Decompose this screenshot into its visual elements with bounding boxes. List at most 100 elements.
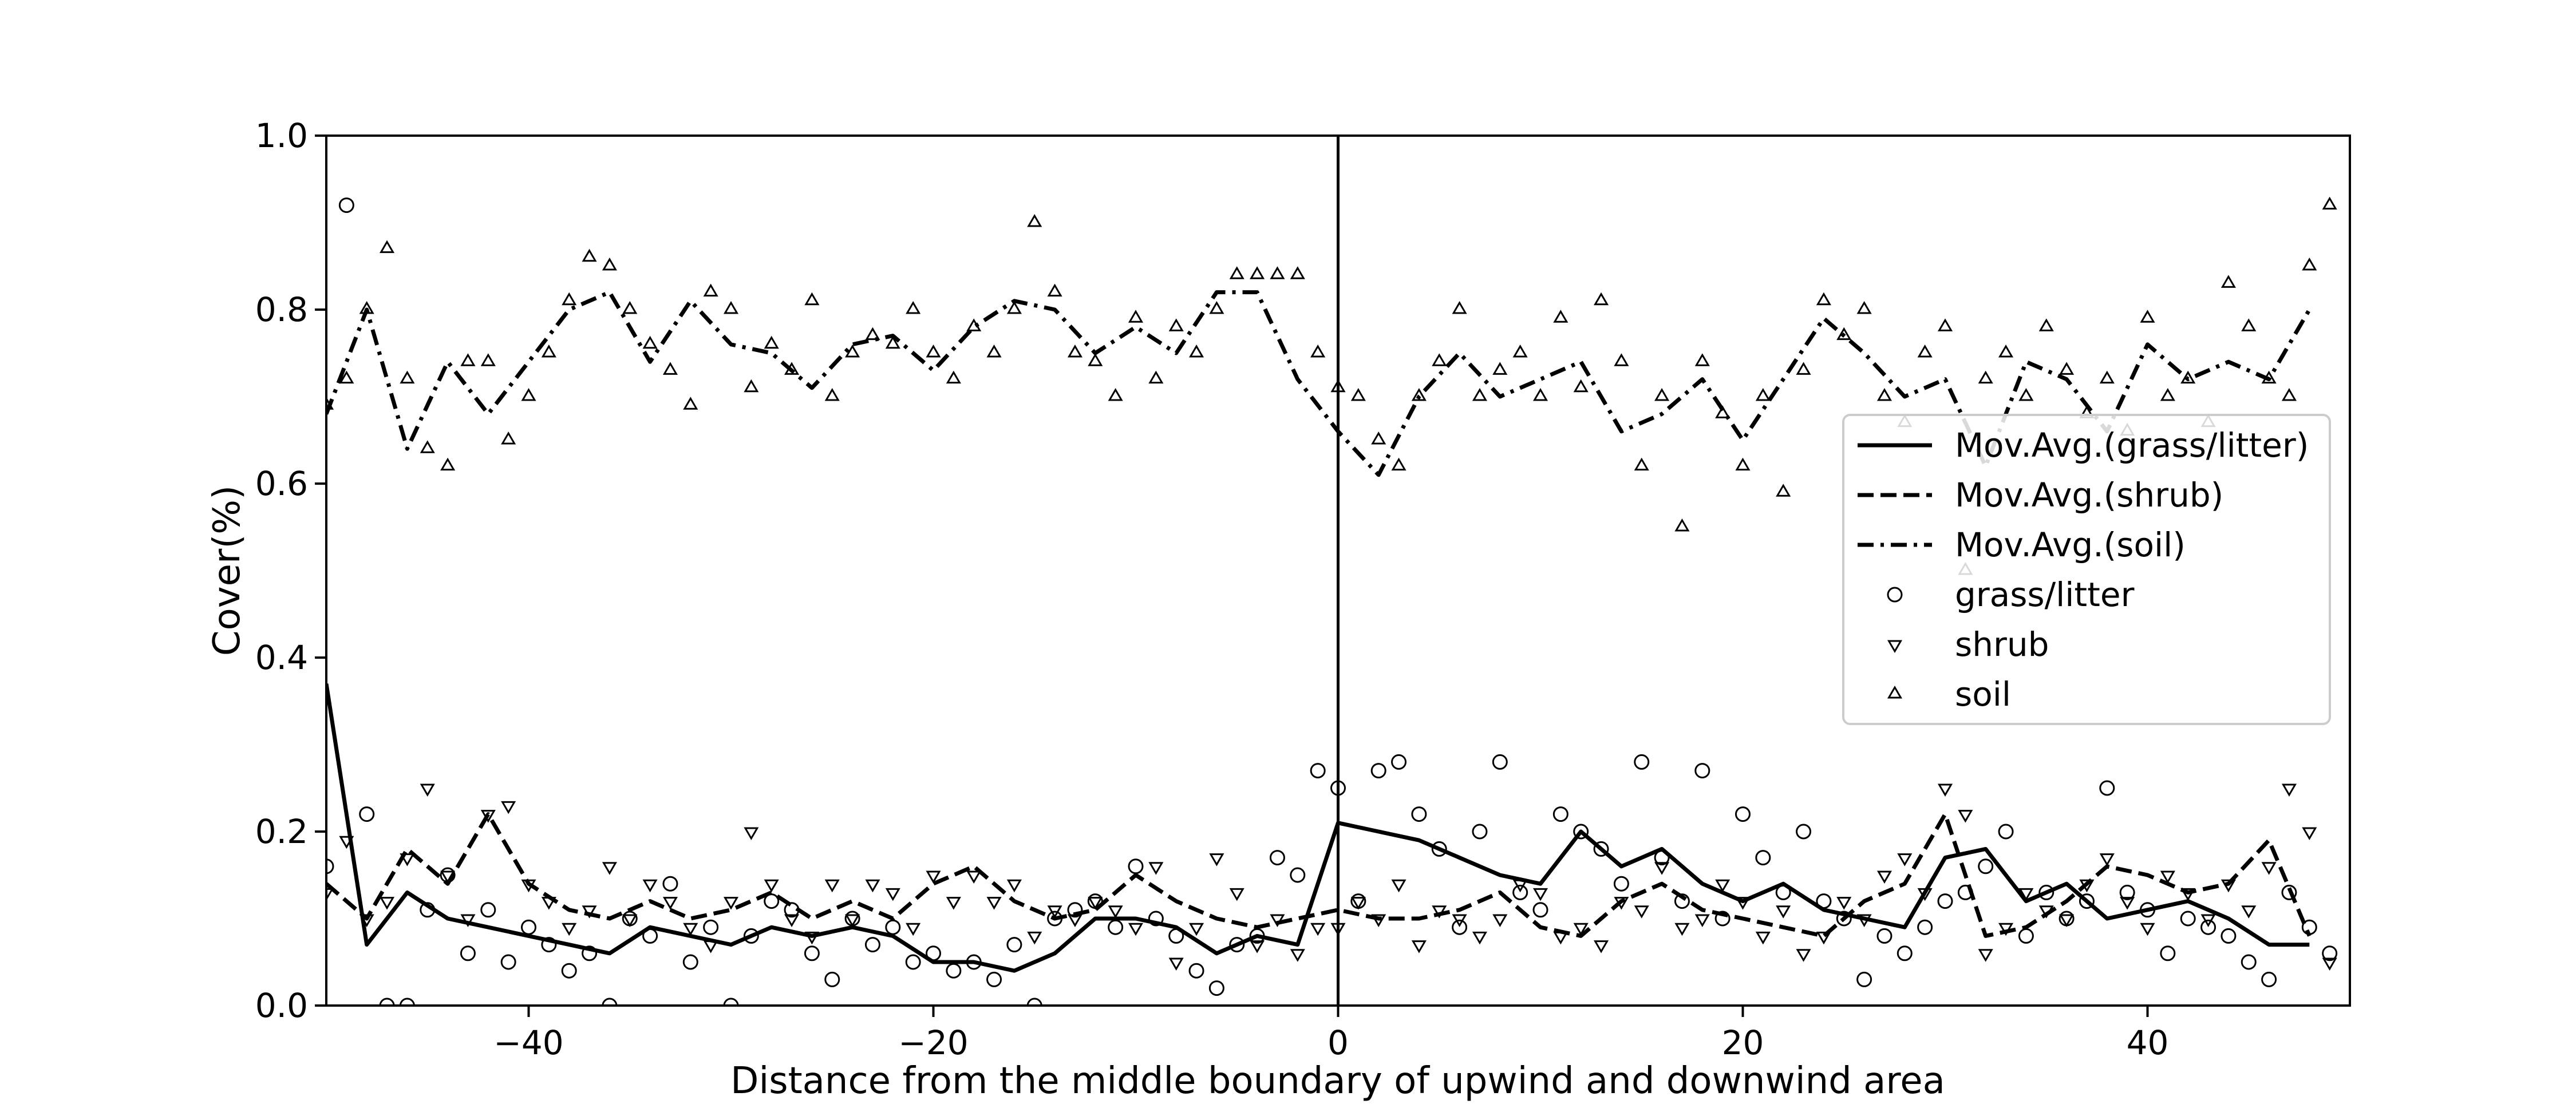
data-point bbox=[865, 327, 880, 341]
data-point bbox=[2120, 897, 2135, 910]
data-point bbox=[339, 370, 354, 384]
data-point bbox=[1108, 905, 1123, 919]
data-point bbox=[2059, 362, 2075, 375]
data-point bbox=[1350, 897, 1366, 910]
data-point bbox=[2018, 388, 2034, 401]
data-point bbox=[1189, 345, 1204, 358]
data-point bbox=[521, 388, 536, 401]
data-point bbox=[1634, 905, 1649, 919]
data-point bbox=[1897, 945, 1913, 961]
data-point bbox=[1796, 824, 1812, 840]
data-point bbox=[905, 954, 921, 970]
data-point bbox=[359, 806, 375, 822]
data-point bbox=[906, 923, 921, 936]
data-point bbox=[1937, 893, 1953, 909]
data-point bbox=[326, 888, 334, 901]
data-point bbox=[2160, 388, 2175, 401]
data-point bbox=[561, 963, 577, 979]
data-point bbox=[1674, 893, 1690, 909]
data-point bbox=[642, 879, 658, 893]
data-point bbox=[2038, 884, 2055, 900]
data-point bbox=[2079, 893, 2095, 909]
data-point bbox=[1613, 876, 1629, 892]
data-point bbox=[1391, 457, 1406, 471]
series-line-dashed bbox=[326, 812, 2312, 938]
data-point bbox=[1229, 888, 1244, 901]
data-point bbox=[2140, 923, 2155, 936]
data-point bbox=[400, 370, 415, 384]
data-point bbox=[2241, 318, 2257, 331]
legend-label: grass/litter bbox=[1955, 575, 2135, 614]
data-point bbox=[2099, 853, 2115, 866]
data-point bbox=[1836, 327, 1852, 341]
data-point bbox=[946, 897, 961, 910]
data-point bbox=[1978, 858, 1994, 874]
data-point bbox=[2302, 258, 2317, 271]
data-point bbox=[1209, 301, 1224, 314]
data-point bbox=[1391, 754, 1407, 770]
data-point bbox=[824, 971, 840, 987]
data-point bbox=[743, 928, 759, 944]
data-point bbox=[1047, 905, 1062, 919]
data-point bbox=[2261, 862, 2277, 875]
data-point bbox=[1310, 763, 1326, 779]
legend-label: Mov.Avg.(shrub) bbox=[1955, 476, 2223, 515]
data-point bbox=[2140, 310, 2155, 323]
data-point bbox=[622, 301, 638, 314]
data-point bbox=[1148, 370, 1164, 384]
legend-swatch bbox=[1887, 640, 1903, 653]
data-point bbox=[1472, 931, 1487, 945]
data-point bbox=[1250, 940, 1265, 953]
legend-box bbox=[1842, 414, 2331, 725]
data-point bbox=[1229, 937, 1245, 953]
data-point bbox=[501, 432, 516, 445]
data-point bbox=[1148, 862, 1164, 875]
data-point bbox=[1088, 897, 1103, 910]
data-point bbox=[1270, 266, 1285, 279]
data-point bbox=[703, 283, 718, 297]
data-point bbox=[865, 879, 880, 893]
y-tick-label: 0.6 bbox=[255, 464, 308, 503]
data-point bbox=[1755, 388, 1771, 401]
data-point bbox=[2322, 957, 2337, 971]
data-point bbox=[1108, 388, 1123, 401]
legend-entry: soil bbox=[1887, 675, 2011, 714]
data-point bbox=[1432, 353, 1447, 366]
data-point bbox=[1188, 963, 1204, 979]
data-point bbox=[1836, 911, 1852, 927]
data-point bbox=[1290, 949, 1305, 962]
data-point bbox=[1310, 345, 1326, 358]
data-point bbox=[2281, 783, 2297, 797]
data-point bbox=[1371, 432, 1386, 445]
data-point bbox=[885, 335, 900, 349]
data-point bbox=[500, 954, 516, 970]
data-point bbox=[602, 862, 617, 875]
data-point bbox=[845, 345, 860, 358]
data-point bbox=[1573, 923, 1589, 936]
data-point bbox=[1411, 806, 1427, 822]
legend-swatch bbox=[1887, 686, 1903, 699]
data-point bbox=[1755, 931, 1771, 945]
data-point bbox=[1391, 879, 1406, 893]
data-point bbox=[986, 897, 1002, 910]
data-point bbox=[662, 897, 678, 910]
data-point bbox=[2261, 971, 2277, 987]
data-point bbox=[440, 457, 456, 471]
data-point bbox=[1088, 353, 1103, 366]
data-point bbox=[1836, 897, 1852, 910]
data-point bbox=[1027, 214, 1042, 227]
data-point bbox=[1492, 914, 1508, 927]
data-point bbox=[1472, 388, 1487, 401]
axes-layer: −40 −20 0 20 40 0.0 0.2 0.4 0.6 0.8 1.0 bbox=[255, 116, 2169, 1062]
data-point bbox=[480, 902, 496, 918]
data-point bbox=[622, 914, 638, 927]
data-point bbox=[2099, 370, 2115, 384]
legend-label: Mov.Avg.(grass/litter) bbox=[1955, 426, 2309, 465]
data-point bbox=[1532, 888, 1548, 901]
data-point bbox=[460, 945, 476, 961]
data-point bbox=[420, 783, 435, 797]
data-point bbox=[1229, 266, 1244, 279]
legend-entry: grass/litter bbox=[1887, 575, 2135, 614]
series-line-solid bbox=[326, 683, 2310, 973]
